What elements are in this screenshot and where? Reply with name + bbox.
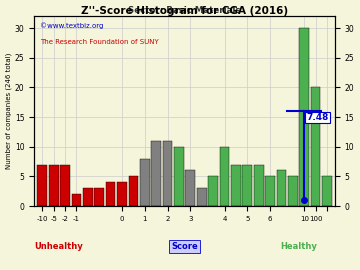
Text: 7.48: 7.48 bbox=[306, 113, 329, 122]
Bar bbox=[151, 141, 161, 206]
Text: Score: Score bbox=[171, 242, 198, 251]
Bar bbox=[220, 147, 229, 206]
Bar bbox=[106, 182, 116, 206]
Bar bbox=[83, 188, 93, 206]
Bar bbox=[72, 194, 81, 206]
Bar bbox=[231, 164, 241, 206]
Bar bbox=[288, 176, 298, 206]
Bar bbox=[94, 188, 104, 206]
Bar bbox=[129, 176, 138, 206]
Bar bbox=[37, 164, 47, 206]
Text: Sector: Basic Materials: Sector: Basic Materials bbox=[129, 6, 241, 15]
Bar bbox=[276, 170, 286, 206]
Bar bbox=[174, 147, 184, 206]
Bar bbox=[140, 158, 150, 206]
Bar bbox=[185, 170, 195, 206]
Bar bbox=[265, 176, 275, 206]
Bar bbox=[322, 176, 332, 206]
Bar bbox=[311, 87, 320, 206]
Title: Z''-Score Histogram for CGA (2016): Z''-Score Histogram for CGA (2016) bbox=[81, 6, 288, 16]
Text: ©www.textbiz.org: ©www.textbiz.org bbox=[40, 22, 104, 29]
Bar bbox=[60, 164, 70, 206]
Bar bbox=[49, 164, 59, 206]
Text: The Research Foundation of SUNY: The Research Foundation of SUNY bbox=[40, 39, 159, 45]
Bar bbox=[117, 182, 127, 206]
Text: Unhealthy: Unhealthy bbox=[34, 242, 83, 251]
Bar bbox=[300, 28, 309, 206]
Bar bbox=[163, 141, 172, 206]
Bar bbox=[254, 164, 264, 206]
Bar bbox=[208, 176, 218, 206]
Bar bbox=[197, 188, 207, 206]
Text: Healthy: Healthy bbox=[280, 242, 317, 251]
Bar bbox=[242, 164, 252, 206]
Y-axis label: Number of companies (246 total): Number of companies (246 total) bbox=[5, 53, 12, 169]
